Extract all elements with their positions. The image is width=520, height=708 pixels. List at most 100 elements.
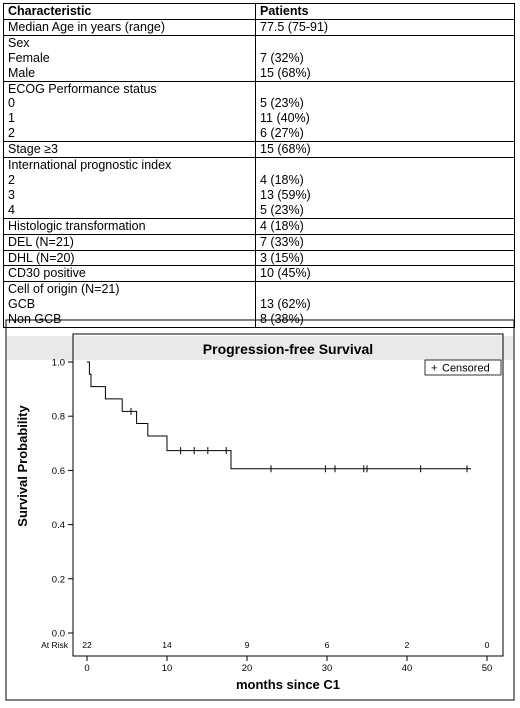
characteristic-text: CD30 positive bbox=[8, 266, 86, 281]
x-axis-label: months since C1 bbox=[236, 677, 340, 692]
y-tick-label: 1.0 bbox=[52, 358, 65, 369]
y-tick-label: 0.4 bbox=[52, 520, 65, 531]
at-risk-label: At Risk bbox=[41, 640, 69, 650]
patients-cell: 15 (68%) bbox=[255, 141, 515, 159]
patients-cell: 4 (18%) bbox=[255, 217, 515, 235]
characteristic-text: Histologic transformation bbox=[8, 218, 146, 233]
pfs-chart: Progression-free Survival + Censored Sur… bbox=[5, 319, 515, 701]
at-risk-count: 2 bbox=[405, 640, 410, 650]
x-tick-label: 20 bbox=[242, 663, 253, 674]
patients-value: 5 (23%) bbox=[260, 96, 304, 111]
patients-cell: 5 (23%) 11 (40%) 6 (27%) bbox=[255, 80, 515, 143]
table-row: Sex Female Male 7 (32%) 15 (68%) bbox=[3, 34, 515, 82]
characteristic-cell: Stage ≥3 bbox=[3, 141, 256, 159]
legend-label: Censored bbox=[442, 363, 490, 375]
characteristic-text: DEL (N=21) bbox=[8, 234, 74, 249]
x-tick-label: 30 bbox=[322, 663, 333, 674]
table-row: Histologic transformation 4 (18%) bbox=[3, 217, 515, 235]
characteristic-cell: CD30 positive bbox=[3, 265, 256, 283]
table-row: CD30 positive 10 (45%) bbox=[3, 265, 515, 283]
patients-value: 10 (45%) bbox=[260, 266, 311, 281]
patients-value: 6 (27%) bbox=[260, 126, 304, 141]
at-risk-count: 22 bbox=[82, 640, 92, 650]
characteristic-text: International prognostic index bbox=[8, 158, 172, 173]
figure-outer-frame bbox=[5, 319, 515, 701]
characteristic-text: 0 bbox=[8, 96, 15, 111]
y-tick-label: 0.6 bbox=[52, 466, 65, 477]
patients-cell: 4 (18%) 13 (59%) 5 (23%) bbox=[255, 157, 515, 219]
characteristic-cell: ECOG Performance status 0 1 2 bbox=[3, 80, 256, 143]
patients-value: 15 (68%) bbox=[260, 142, 311, 157]
y-axis-label: Survival Probability bbox=[15, 405, 30, 527]
characteristic-cell: DEL (N=21) bbox=[3, 233, 256, 251]
patients-value bbox=[260, 36, 514, 51]
characteristic-text: GCB bbox=[8, 297, 36, 312]
characteristic-cell: Sex Female Male bbox=[3, 34, 256, 82]
table-row: Stage ≥3 15 (68%) bbox=[3, 141, 515, 159]
table-header-row: Characteristic Patients bbox=[3, 3, 515, 20]
patients-value: 15 (68%) bbox=[260, 65, 311, 80]
x-tick-label: 40 bbox=[402, 663, 413, 674]
patients-value: 13 (62%) bbox=[260, 297, 311, 312]
characteristic-text: DHL (N=20) bbox=[8, 250, 75, 265]
patients-cell: 10 (45%) bbox=[255, 265, 515, 283]
title-band bbox=[7, 336, 513, 360]
legend-marker: + bbox=[431, 363, 437, 375]
patients-value bbox=[260, 158, 514, 173]
patients-value: 13 (59%) bbox=[260, 187, 311, 202]
table-row: International prognostic index 2 3 4 4 (18%)… bbox=[3, 157, 515, 219]
at-risk-count: 9 bbox=[245, 640, 250, 650]
header-patients: Patients bbox=[255, 3, 515, 20]
chart-title: Progression-free Survival bbox=[203, 341, 373, 357]
characteristic-cell: International prognostic index 2 3 4 bbox=[3, 157, 256, 219]
characteristic-text: Female bbox=[8, 50, 50, 65]
characteristic-text: Cell of origin (N=21) bbox=[8, 282, 120, 297]
characteristic-text: Sex bbox=[8, 35, 30, 50]
at-risk-count: 14 bbox=[162, 640, 172, 650]
characteristic-text: 4 bbox=[8, 202, 15, 217]
characteristic-text: Median Age in years (range) bbox=[8, 19, 166, 34]
characteristic-cell: Histologic transformation bbox=[3, 217, 256, 235]
characteristic-text: ECOG Performance status bbox=[8, 81, 157, 96]
characteristic-cell: Median Age in years (range) bbox=[3, 18, 256, 36]
characteristic-text: Male bbox=[8, 65, 36, 80]
patients-value: 11 (40%) bbox=[260, 111, 310, 126]
patients-value: 3 (15%) bbox=[260, 250, 304, 265]
x-tick-label: 10 bbox=[162, 663, 173, 674]
characteristic-text: 1 bbox=[8, 111, 15, 126]
characteristic-text: Non GCB bbox=[8, 312, 62, 327]
table-row: Median Age in years (range) 77.5 (75-91) bbox=[3, 18, 515, 36]
patients-value: 5 (23%) bbox=[260, 202, 304, 217]
header-characteristic: Characteristic bbox=[3, 3, 256, 20]
patient-characteristics-table: Characteristic Patients Median Age in ye… bbox=[3, 3, 515, 329]
characteristic-text: Stage ≥3 bbox=[8, 142, 58, 157]
table-row: DEL (N=21) 7 (33%) bbox=[3, 233, 515, 251]
patients-cell: 7 (32%) 15 (68%) bbox=[255, 34, 515, 82]
patients-value bbox=[260, 282, 514, 297]
patients-value: 7 (33%) bbox=[260, 234, 304, 249]
characteristic-text: 3 bbox=[8, 187, 15, 202]
at-risk-count: 0 bbox=[485, 640, 490, 650]
patients-cell: 3 (15%) bbox=[255, 249, 515, 267]
characteristic-cell: DHL (N=20) bbox=[3, 249, 256, 267]
patients-value: 7 (32%) bbox=[260, 50, 304, 65]
y-tick-label: 0.2 bbox=[52, 574, 65, 585]
patients-cell: 7 (33%) bbox=[255, 233, 515, 251]
characteristic-text: 2 bbox=[8, 172, 15, 187]
characteristic-text: 2 bbox=[8, 126, 15, 141]
x-tick-label: 0 bbox=[84, 663, 89, 674]
patients-cell: 77.5 (75-91) bbox=[255, 18, 515, 36]
patients-value: 4 (18%) bbox=[260, 172, 304, 187]
y-tick-label: 0.8 bbox=[52, 412, 65, 423]
patients-value: 8 (38%) bbox=[260, 312, 304, 327]
patients-value bbox=[260, 82, 514, 97]
plot-frame bbox=[72, 333, 504, 657]
survival-curve bbox=[87, 361, 471, 470]
patients-value: 4 (18%) bbox=[260, 218, 304, 233]
at-risk-count: 6 bbox=[325, 640, 330, 650]
table-row: DHL (N=20) 3 (15%) bbox=[3, 249, 515, 267]
pfs-figure: Progression-free Survival + Censored Sur… bbox=[0, 312, 520, 703]
table-row: ECOG Performance status 0 1 2 5 (23%) 11 (40%… bbox=[3, 80, 515, 143]
x-tick-label: 50 bbox=[482, 663, 493, 674]
